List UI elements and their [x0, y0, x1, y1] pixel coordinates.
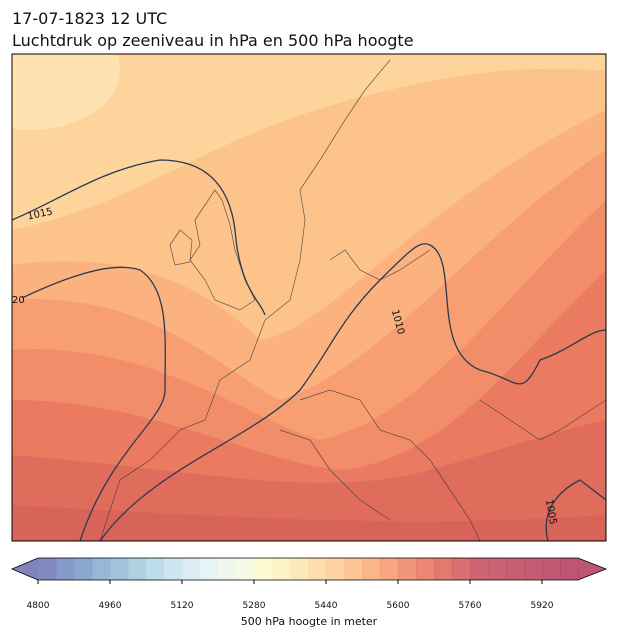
colorbar-segment [236, 558, 255, 580]
colorbar-tick-label: 5600 [387, 601, 410, 611]
title-line-2: Luchtdruk op zeeniveau in hPa en 500 hPa… [12, 31, 414, 50]
colorbar-segment [272, 558, 291, 580]
colorbar-segment [254, 558, 273, 580]
contour-label: 1005 [543, 499, 558, 526]
colorbar-segment [380, 558, 399, 580]
colorbar-tick-label: 5120 [171, 601, 194, 611]
map-area: 1015 1010 1005 20 [12, 54, 606, 541]
band [12, 505, 606, 541]
colorbar-segment [110, 558, 129, 580]
colorbar-segment [128, 558, 147, 580]
colorbar-segment [146, 558, 165, 580]
colorbar-segment [200, 558, 219, 580]
band [12, 420, 606, 541]
colorbar-tick-label: 4800 [27, 601, 50, 611]
isobar [12, 159, 266, 316]
colorbar-segment [416, 558, 435, 580]
map-frame [11, 53, 607, 542]
colorbar: 4800 4960 5120 5280 5440 5600 5760 5920 [10, 557, 608, 611]
colorbar-segment [398, 558, 417, 580]
colorbar-label: 500 hPa hoogte in meter [241, 615, 378, 628]
isobar [545, 479, 606, 541]
band [12, 54, 120, 130]
colorbar-segment [38, 558, 57, 580]
contour-label: 20 [12, 295, 25, 306]
contour-label: 1015 [27, 206, 54, 222]
colorbar-segment [542, 558, 561, 580]
isobar [99, 243, 606, 541]
colorbar-segment [488, 558, 507, 580]
colorbar-segment [308, 558, 327, 580]
colorbar-segment [290, 558, 309, 580]
title-line-1: 17-07-1823 12 UTC [12, 9, 167, 28]
colorbar-segment [362, 558, 381, 580]
colorbar-segment [434, 558, 453, 580]
colorbar-segment [470, 558, 489, 580]
coastline [99, 59, 606, 541]
colorbar-segment [344, 558, 363, 580]
colorbar-segment [92, 558, 111, 580]
colorbar-extend [578, 558, 606, 580]
colorbar-tick-label: 5440 [315, 601, 338, 611]
colorbar-segment [452, 558, 471, 580]
colorbar-segment [560, 558, 579, 580]
colorbar-segment [56, 558, 75, 580]
colorbar-segment [506, 558, 525, 580]
colorbar-segment [218, 558, 237, 580]
colorbar-tick-label: 5920 [531, 601, 554, 611]
colorbar-segment [524, 558, 543, 580]
colorbar-tick-label: 4960 [99, 601, 122, 611]
colorbar-tick-label: 5760 [459, 601, 482, 611]
colorbar-segment [182, 558, 201, 580]
colorbar-segment [74, 558, 93, 580]
colorbar-segment [164, 558, 183, 580]
colorbar-tick-label: 5280 [243, 601, 266, 611]
isobar [21, 266, 166, 541]
colorbar-segment [326, 558, 345, 580]
colorbar-extend [12, 558, 38, 580]
